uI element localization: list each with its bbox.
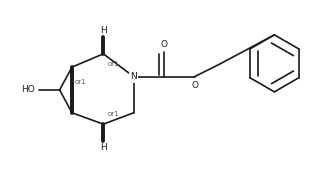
Text: O: O xyxy=(161,40,168,49)
Text: or1: or1 xyxy=(107,111,119,117)
Text: O: O xyxy=(191,81,198,90)
Text: H: H xyxy=(100,26,107,35)
Text: or1: or1 xyxy=(107,61,119,67)
Text: or1: or1 xyxy=(75,78,87,85)
Text: H: H xyxy=(100,143,107,152)
Text: HO: HO xyxy=(21,85,35,95)
Text: N: N xyxy=(130,72,137,81)
